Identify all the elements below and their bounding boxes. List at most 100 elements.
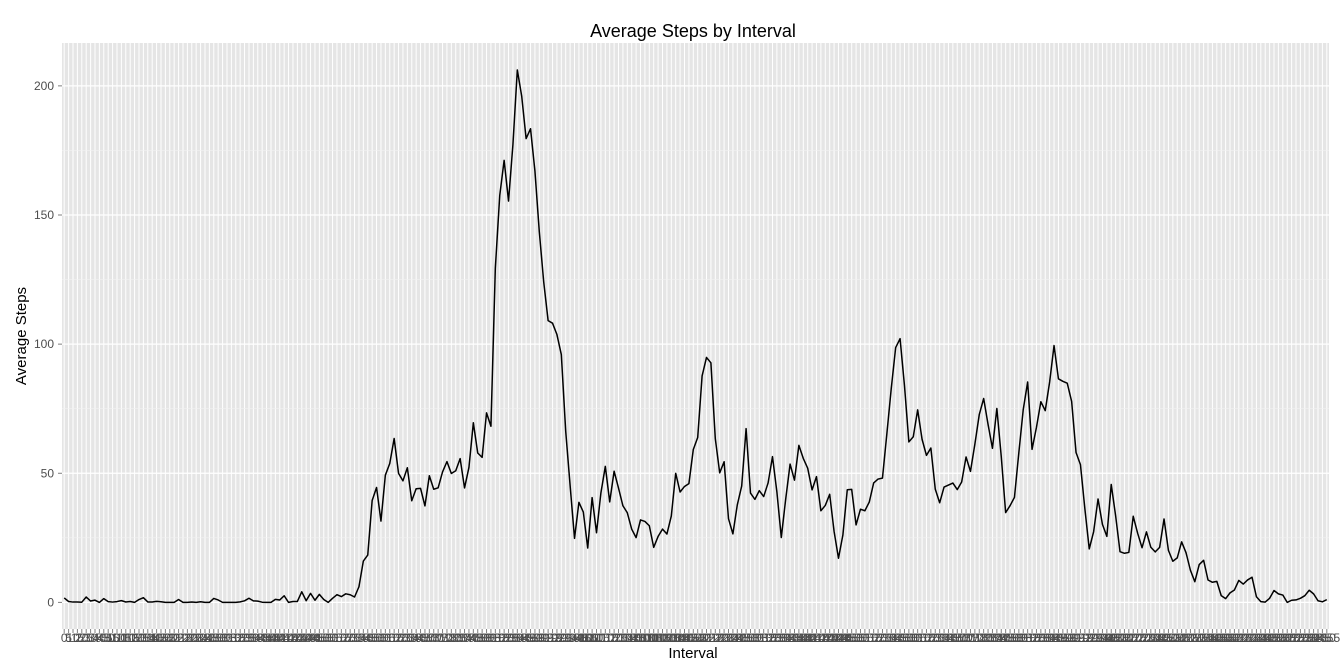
x-tick-label: 2125: [1181, 631, 1208, 645]
x-tick-label: 1500: [843, 631, 870, 645]
x-tick-label: 2030: [1133, 631, 1160, 645]
x-tick-label: 1035: [610, 631, 637, 645]
x-tick-label: 330: [239, 631, 259, 645]
x-tick-label: 155: [155, 631, 175, 645]
x-tick-label: 1315: [750, 631, 777, 645]
x-tick-label: 825: [499, 631, 519, 645]
x-tick-label: 550: [362, 631, 382, 645]
x-tick-label: 605: [375, 631, 395, 645]
x-tick-label: 1335: [768, 631, 795, 645]
x-tick-label: 50: [102, 631, 116, 645]
x-tick-label: 1820: [1019, 631, 1046, 645]
x-tick-label: 1655: [944, 631, 971, 645]
x-tick-label: 1515: [856, 631, 883, 645]
y-tick-label: 200: [34, 79, 54, 93]
x-tick-label: 1840: [1036, 631, 1063, 645]
x-tick-label: 35: [88, 631, 102, 645]
x-tick-label: 355: [261, 631, 281, 645]
x-tick-label: 2210: [1221, 631, 1248, 645]
x-tick-label: 600: [371, 631, 391, 645]
x-tick-label: 1355: [786, 631, 813, 645]
x-tick-label: 2120: [1177, 631, 1204, 645]
x-tick-label: 610: [380, 631, 400, 645]
x-tick-label: 1625: [918, 631, 945, 645]
x-tick-label: 1800: [1001, 631, 1028, 645]
x-tick-label: 1535: [874, 631, 901, 645]
plot-panel: [62, 43, 1329, 629]
x-tick-label: 1700: [948, 631, 975, 645]
x-tick-label: 855: [525, 631, 545, 645]
x-tick-label: 1145: [672, 631, 698, 645]
x-tick-label: 1205: [689, 631, 716, 645]
x-tick-label: 1235: [715, 631, 742, 645]
x-tick-label: 450: [309, 631, 329, 645]
x-tick-label: 545: [358, 631, 378, 645]
x-tick-label: 735: [455, 631, 475, 645]
x-tick-label: 1705: [953, 631, 980, 645]
x-tick-label: 1350: [781, 631, 808, 645]
x-tick-label: 1450: [834, 631, 861, 645]
x-tick-label: 2000: [1107, 631, 1134, 645]
x-tick-label: 40: [93, 631, 107, 645]
x-tick-label: 1925: [1076, 631, 1103, 645]
x-tick-label: 1215: [698, 631, 725, 645]
x-tick-label: 305: [217, 631, 237, 645]
x-tick-label: 1710: [957, 631, 984, 645]
x-tick-label: 1845: [1041, 631, 1068, 645]
x-tick-label: 1550: [887, 631, 914, 645]
x-tick-label: 1825: [1023, 631, 1050, 645]
x-tick-label: 225: [182, 631, 202, 645]
x-tick-label: 55: [106, 631, 120, 645]
x-tick-label: 900: [529, 631, 549, 645]
x-tick-label: 130: [133, 631, 153, 645]
x-tick-label: 1915: [1067, 631, 1094, 645]
x-tick-label: 2055: [1155, 631, 1182, 645]
x-tick-label: 1100: [632, 631, 658, 645]
x-tick-label: 945: [569, 631, 589, 645]
x-tick-label: 135: [138, 631, 158, 645]
x-tick-label: 645: [411, 631, 431, 645]
x-tick-label: 415: [279, 631, 299, 645]
x-tick-label: 1430: [816, 631, 843, 645]
x-tick-label: 1950: [1098, 631, 1125, 645]
y-tick-label: 150: [34, 208, 54, 222]
x-tick-label: 405: [270, 631, 290, 645]
x-tick-label: 1510: [852, 631, 879, 645]
x-tick-label: 1920: [1071, 631, 1098, 645]
x-tick-label: 720: [441, 631, 461, 645]
x-tick-label: 1115: [646, 631, 671, 645]
x-tick-label: 500: [318, 631, 338, 645]
series-layer: [63, 69, 1328, 604]
x-tick-label: 1250: [728, 631, 755, 645]
x-tick-label: 700: [424, 631, 444, 645]
x-tick-label: 215: [173, 631, 193, 645]
x-tick-label: 400: [265, 631, 285, 645]
x-tick-label: 1540: [878, 631, 905, 645]
x-tick-label: 1435: [821, 631, 848, 645]
x-tick-label: 1600: [896, 631, 923, 645]
x-tick-label: 1130: [658, 631, 684, 645]
x-tick-label: 235: [191, 631, 211, 645]
x-tick-label: 255: [208, 631, 228, 645]
x-tick-label: 45: [97, 631, 111, 645]
x-tick-label: 820: [494, 631, 514, 645]
series-line: [63, 69, 1328, 604]
x-tick-label: 2240: [1247, 631, 1274, 645]
x-tick-label: 955: [578, 631, 598, 645]
x-tick-label: 1940: [1089, 631, 1116, 645]
x-tick-label: 2320: [1283, 631, 1310, 645]
x-tick-label: 1955: [1102, 631, 1129, 645]
x-tick-label: 30: [84, 631, 98, 645]
x-tick-label: 1750: [992, 631, 1019, 645]
x-tick-label: 1325: [759, 631, 786, 645]
x-tick-label: 655: [419, 631, 439, 645]
x-tick-label: 2245: [1252, 631, 1279, 645]
x-tick-label: 1640: [931, 631, 958, 645]
x-tick-label: 2300: [1265, 631, 1292, 645]
x-tick-label: 830: [503, 631, 523, 645]
x-tick-label: 1245: [724, 631, 751, 645]
x-tick-label: 5: [65, 631, 72, 645]
x-tick-label: 2020: [1124, 631, 1151, 645]
x-tick-label: 325: [235, 631, 255, 645]
